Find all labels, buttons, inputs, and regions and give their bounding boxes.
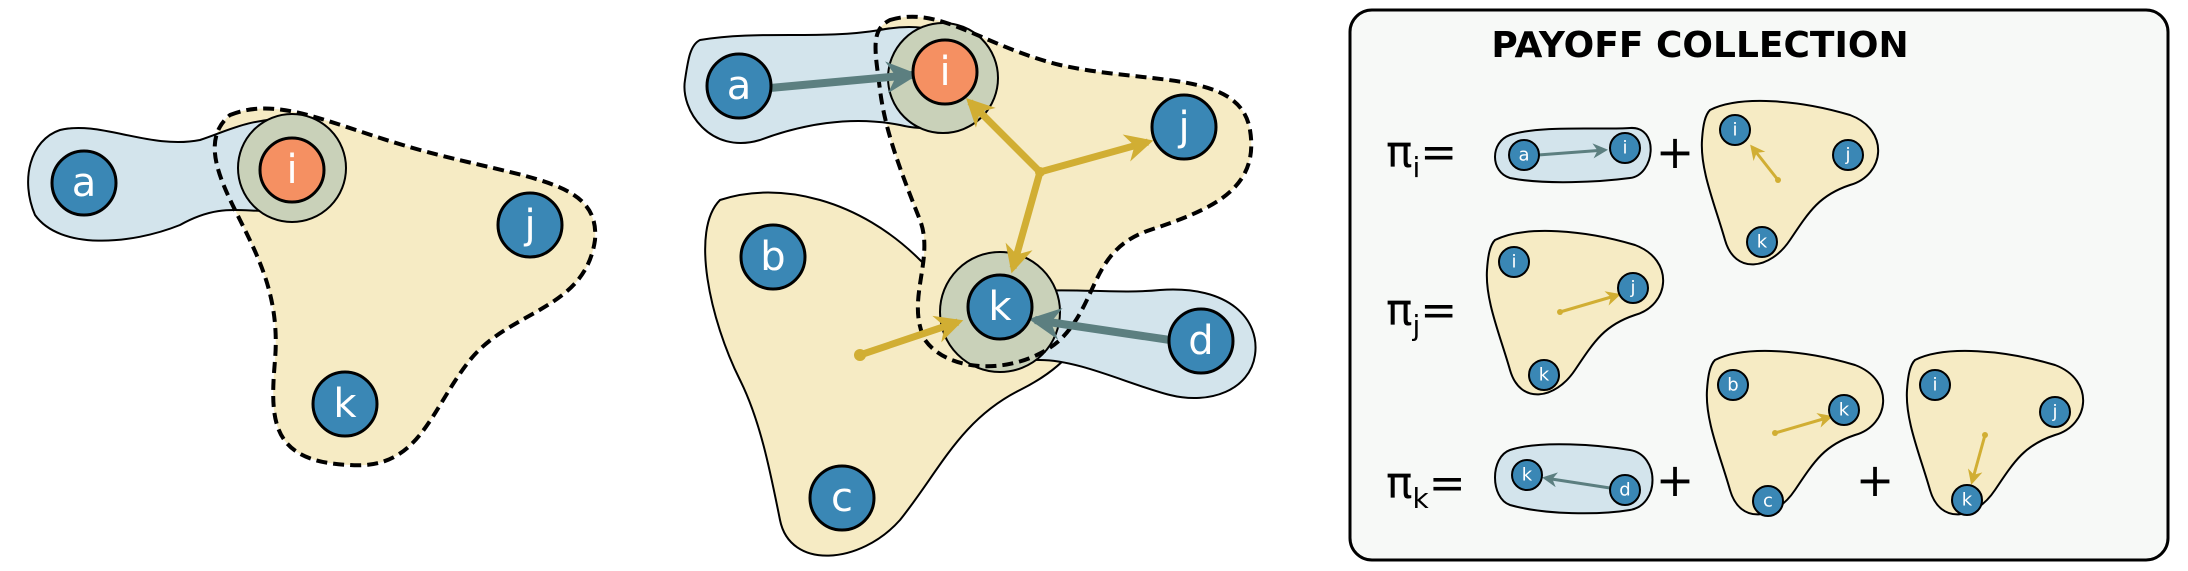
svg-text:k: k xyxy=(1962,490,1973,511)
node-a: a xyxy=(50,149,118,217)
node-j: j xyxy=(1150,93,1218,161)
mini-node-i: i xyxy=(1719,114,1751,146)
left-diagram: a i j k xyxy=(27,106,598,468)
node-c: c xyxy=(808,464,876,532)
group-ijk-outline xyxy=(873,14,1254,369)
svg-text:b: b xyxy=(1727,375,1738,396)
pi-k-label: πk= xyxy=(1386,458,1466,515)
svg-text:j: j xyxy=(1844,145,1850,166)
mini-node-i: i xyxy=(1609,132,1641,164)
svg-text:c: c xyxy=(1763,491,1773,512)
mini-node-k: k xyxy=(1528,359,1560,391)
mini-node-i: i xyxy=(1919,369,1951,401)
mini-node-a: a xyxy=(1508,139,1540,171)
pi-i-pair-ai: a i xyxy=(1494,126,1652,184)
svg-text:k: k xyxy=(988,284,1012,330)
middle-diagram: a i j b k d c xyxy=(683,14,1257,557)
pi-k-pair-kd: k d xyxy=(1494,443,1654,515)
node-k: k xyxy=(966,273,1034,341)
svg-text:c: c xyxy=(831,475,853,521)
svg-text:a: a xyxy=(72,160,97,206)
svg-text:k: k xyxy=(1839,400,1850,421)
pi-k-group-ijk: i j k xyxy=(1905,349,2085,516)
mini-node-b: b xyxy=(1717,369,1749,401)
svg-text:k: k xyxy=(333,381,357,427)
payoff-panel: PAYOFF COLLECTION πi= a i + i j k πj= xyxy=(1348,8,2170,562)
svg-text:i: i xyxy=(1932,375,1937,396)
svg-text:i: i xyxy=(1732,120,1737,141)
arrow-hub-to-i xyxy=(966,98,1043,175)
arrow-hub-to-k xyxy=(1005,171,1044,274)
plus-3: + xyxy=(1856,453,1895,507)
pi-j-group-ijk: i j k xyxy=(1485,229,1665,396)
plus-1: + xyxy=(1656,125,1695,179)
pi-j-label: πj= xyxy=(1386,285,1457,342)
node-j: j xyxy=(496,191,564,259)
svg-text:i: i xyxy=(1622,138,1627,159)
arrow-hub-to-j xyxy=(1039,134,1154,176)
svg-text:k: k xyxy=(1522,465,1533,486)
mini-node-k: k xyxy=(1828,394,1860,426)
svg-text:j: j xyxy=(1177,104,1189,150)
mini-node-j: j xyxy=(1617,272,1649,304)
svg-text:a: a xyxy=(727,63,752,109)
svg-text:d: d xyxy=(1619,480,1630,501)
node-i: i xyxy=(258,136,326,204)
svg-text:k: k xyxy=(1539,365,1550,386)
mini-node-k: k xyxy=(1746,226,1778,258)
svg-text:i: i xyxy=(286,147,297,193)
panel-title: PAYOFF COLLECTION xyxy=(1491,25,1908,66)
plus-2: + xyxy=(1656,453,1695,507)
mini-node-c: c xyxy=(1752,485,1784,517)
mini-node-j: j xyxy=(2039,396,2071,428)
arrow-hub-to-k-2 xyxy=(858,315,964,359)
pi-i-group-ijk: i j k xyxy=(1700,99,1880,266)
svg-text:i: i xyxy=(1511,252,1516,273)
pi-i-label: πi= xyxy=(1386,127,1457,184)
svg-text:b: b xyxy=(760,234,785,280)
mini-node-d: d xyxy=(1609,474,1641,506)
svg-text:j: j xyxy=(1629,278,1635,299)
svg-text:j: j xyxy=(2051,402,2057,423)
group-ijk-outline xyxy=(212,106,598,468)
arrow-a-to-i xyxy=(769,61,919,94)
svg-text:i: i xyxy=(939,49,950,95)
node-i: i xyxy=(911,38,979,106)
arrow-d-to-k xyxy=(1028,307,1171,344)
node-a: a xyxy=(705,52,773,120)
mini-node-k: k xyxy=(1951,484,1983,516)
svg-text:j: j xyxy=(523,202,535,248)
svg-text:a: a xyxy=(1518,145,1529,166)
svg-text:k: k xyxy=(1757,232,1768,253)
pi-k-group-bck: b k c xyxy=(1705,349,1885,517)
node-k: k xyxy=(311,370,379,438)
mini-node-k: k xyxy=(1511,459,1543,491)
node-b: b xyxy=(739,223,807,291)
mini-node-i: i xyxy=(1498,246,1530,278)
svg-text:d: d xyxy=(1188,318,1213,364)
node-d: d xyxy=(1167,307,1235,375)
mini-node-j: j xyxy=(1832,139,1864,171)
